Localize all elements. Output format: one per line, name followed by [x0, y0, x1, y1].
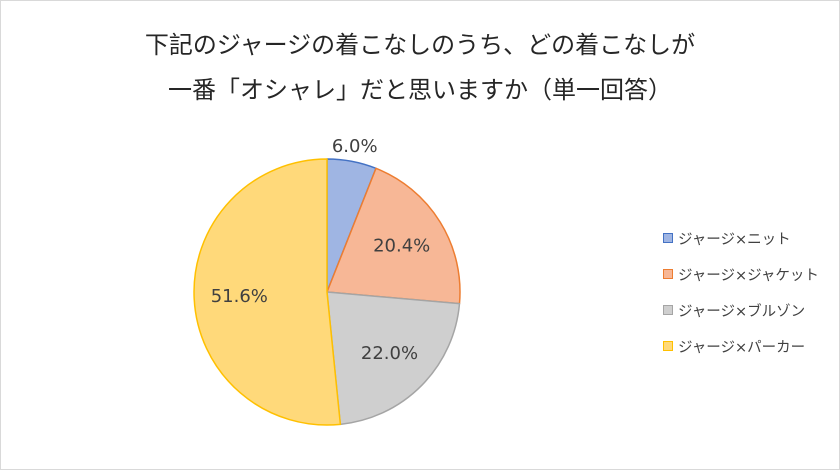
legend: ジャージ×ニット ジャージ×ジャケット ジャージ×ブルゾン ジャージ×パーカー	[663, 220, 819, 364]
pie-slice-2	[326, 167, 461, 305]
legend-label: ジャージ×ニット	[678, 231, 791, 248]
legend-swatch	[663, 305, 673, 315]
legend-swatch	[663, 233, 673, 243]
legend-swatch	[663, 341, 673, 351]
chart-title-line-1: 下記のジャージの着こなしのうち、どの着こなしが	[144, 31, 696, 59]
legend-item-1: ジャージ×ニット	[663, 220, 819, 256]
legend-label: ジャージ×パーカー	[678, 339, 806, 356]
legend-item-3: ジャージ×ブルゾン	[663, 292, 819, 328]
data-label-4: 51.6%	[211, 286, 268, 307]
chart-title: 下記のジャージの着こなしのうち、どの着こなしが 一番「オシャレ」だと思いますか（…	[1, 23, 839, 113]
legend-label: ジャージ×ブルゾン	[678, 303, 806, 320]
data-label-2: 20.4%	[373, 235, 430, 256]
pie-slice-4	[193, 158, 342, 426]
pie-slice-3	[326, 291, 461, 426]
chart-title-line-2: 一番「オシャレ」だと思いますか（単一回答）	[168, 76, 672, 104]
data-label-1: 6.0%	[332, 136, 378, 157]
legend-label: ジャージ×ジャケット	[678, 267, 819, 284]
legend-item-2: ジャージ×ジャケット	[663, 256, 819, 292]
legend-swatch	[663, 269, 673, 279]
data-label-3: 22.0%	[361, 343, 418, 364]
legend-item-4: ジャージ×パーカー	[663, 328, 819, 364]
